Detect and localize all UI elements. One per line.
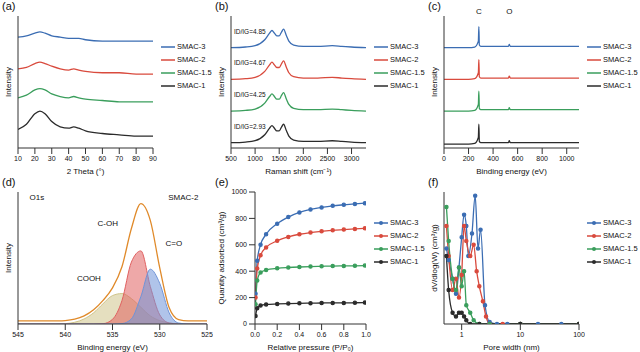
svg-text:2500: 2500 <box>320 155 336 162</box>
html-text:SMAC-3: SMAC-3 <box>390 218 419 227</box>
svg-text:Binding energy (eV): Binding energy (eV) <box>77 343 148 352</box>
svg-text:540: 540 <box>59 331 71 338</box>
svg-text:100: 100 <box>573 331 585 338</box>
svg-text:Relative pressure (P/P₀): Relative pressure (P/P₀) <box>267 343 353 352</box>
svg-text:600: 600 <box>235 241 247 248</box>
svg-text:dV/dlog(W) (cm³/g): dV/dlog(W) (cm³/g) <box>430 224 439 292</box>
svg-text:530: 530 <box>154 331 166 338</box>
svg-text:Intensity: Intensity <box>8 243 13 273</box>
svg-text:Raman shift (cm⁻¹): Raman shift (cm⁻¹) <box>265 167 332 176</box>
svg-text:1: 1 <box>460 331 464 338</box>
svg-text:0.8: 0.8 <box>339 331 349 338</box>
svg-text:20: 20 <box>31 155 39 162</box>
svg-text:0.2: 0.2 <box>272 331 282 338</box>
svg-text:200: 200 <box>235 294 247 301</box>
html-text:SMAC-3: SMAC-3 <box>390 42 419 51</box>
svg-text:800: 800 <box>536 155 548 162</box>
html-text:SMAC-3: SMAC-3 <box>177 42 206 51</box>
svg-text:Pore width (nm): Pore width (nm) <box>483 343 540 352</box>
svg-text:0: 0 <box>442 155 446 162</box>
svg-text:0: 0 <box>243 320 247 327</box>
svg-text:Binding energy (eV): Binding energy (eV) <box>476 167 547 176</box>
svg-text:200: 200 <box>463 155 475 162</box>
svg-text:ID/IG=4.85: ID/IG=4.85 <box>234 28 266 35</box>
html-text:(e): (e) <box>215 176 229 188</box>
svg-text:ID/IG=2.93: ID/IG=2.93 <box>234 123 266 130</box>
svg-text:2 Theta (°): 2 Theta (°) <box>67 167 105 176</box>
svg-text:C-OH: C-OH <box>98 219 119 228</box>
svg-text:Intensity: Intensity <box>430 67 439 97</box>
svg-text:C=O: C=O <box>166 239 183 248</box>
html-text:(b): (b) <box>215 0 229 12</box>
html-text:SMAC-3: SMAC-3 <box>603 42 632 51</box>
html-text:SMAC-2: SMAC-2 <box>603 55 632 64</box>
svg-text:500: 500 <box>225 155 237 162</box>
html-text:(f): (f) <box>428 176 439 188</box>
svg-text:COOH: COOH <box>77 274 101 283</box>
svg-text:545: 545 <box>12 331 24 338</box>
html-text:SMAC-1.5: SMAC-1.5 <box>177 68 212 77</box>
svg-text:10: 10 <box>14 155 22 162</box>
svg-text:SMAC-2: SMAC-2 <box>168 193 199 202</box>
svg-text:3000: 3000 <box>344 155 360 162</box>
svg-text:C: C <box>476 7 482 16</box>
html-text:SMAC-1: SMAC-1 <box>603 257 632 266</box>
svg-text:1.0: 1.0 <box>361 331 371 338</box>
svg-text:Intensity: Intensity <box>217 67 226 97</box>
svg-text:800: 800 <box>235 215 247 222</box>
svg-text:ID/IG=4.25: ID/IG=4.25 <box>234 91 266 98</box>
svg-text:60: 60 <box>98 155 106 162</box>
html-text:SMAC-2: SMAC-2 <box>603 231 632 240</box>
svg-text:70: 70 <box>115 155 123 162</box>
svg-text:80: 80 <box>132 155 140 162</box>
html-text:SMAC-1.5: SMAC-1.5 <box>390 244 425 253</box>
html-text:SMAC-2: SMAC-2 <box>390 55 419 64</box>
svg-text:400: 400 <box>235 268 247 275</box>
svg-text:90: 90 <box>149 155 157 162</box>
html-text:(d): (d) <box>2 176 16 188</box>
svg-text:1500: 1500 <box>271 155 287 162</box>
svg-text:1000: 1000 <box>231 188 247 195</box>
svg-text:0.0: 0.0 <box>250 331 260 338</box>
svg-text:600: 600 <box>512 155 524 162</box>
html-text:SMAC-1.5: SMAC-1.5 <box>390 68 425 77</box>
html-text:(c): (c) <box>428 0 441 12</box>
svg-text:ID/IG=4.67: ID/IG=4.67 <box>234 59 266 66</box>
svg-text:50: 50 <box>82 155 90 162</box>
svg-text:535: 535 <box>107 331 119 338</box>
svg-text:30: 30 <box>48 155 56 162</box>
html-text:(a): (a) <box>2 0 16 12</box>
html-text:SMAC-1: SMAC-1 <box>390 257 419 266</box>
svg-text:2000: 2000 <box>296 155 312 162</box>
svg-text:1000: 1000 <box>247 155 263 162</box>
svg-text:400: 400 <box>487 155 499 162</box>
svg-text:O: O <box>506 7 512 16</box>
html-text:SMAC-1: SMAC-1 <box>390 81 419 90</box>
svg-text:40: 40 <box>65 155 73 162</box>
svg-text:1000: 1000 <box>559 155 575 162</box>
svg-text:525: 525 <box>201 331 213 338</box>
html-text:SMAC-3: SMAC-3 <box>603 218 632 227</box>
html-text:SMAC-1.5: SMAC-1.5 <box>603 68 638 77</box>
html-text:SMAC-1: SMAC-1 <box>603 81 632 90</box>
svg-text:0.6: 0.6 <box>317 331 327 338</box>
html-text:SMAC-2: SMAC-2 <box>390 231 419 240</box>
svg-text:0.4: 0.4 <box>295 331 305 338</box>
svg-text:O1s: O1s <box>30 193 45 202</box>
svg-text:10: 10 <box>516 331 524 338</box>
html-text:SMAC-1: SMAC-1 <box>177 81 206 90</box>
html-text:SMAC-1.5: SMAC-1.5 <box>603 244 638 253</box>
svg-text:Intensity: Intensity <box>8 67 13 97</box>
svg-text:Quantity adsorbed (cm³/g): Quantity adsorbed (cm³/g) <box>217 211 226 304</box>
html-text:SMAC-2: SMAC-2 <box>177 55 206 64</box>
